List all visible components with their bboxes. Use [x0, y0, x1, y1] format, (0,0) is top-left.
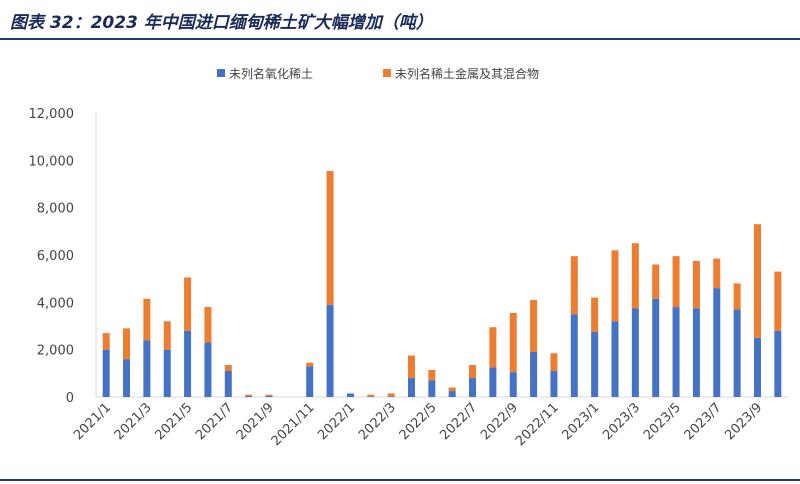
x-tick-label: 2021/3 — [112, 400, 155, 443]
bar-series1 — [428, 380, 436, 397]
y-tick-label: 10,000 — [29, 154, 75, 169]
bar-series2 — [245, 394, 253, 396]
y-axis-ticks: 0 2,000 4,000 6,000 8,000 10,000 12,000 — [29, 107, 75, 406]
bar-series2 — [774, 271, 782, 331]
x-axis-ticks: 2021/12021/32021/52021/72021/92021/11202… — [71, 400, 765, 449]
bar-series2 — [530, 299, 538, 353]
bar-series1 — [265, 395, 273, 397]
x-tick-label: 2021/1 — [71, 400, 114, 443]
bar-series2 — [367, 394, 375, 397]
bar-series1 — [692, 308, 700, 397]
bar-series2 — [570, 256, 578, 315]
bar-series2 — [550, 353, 558, 371]
bar-series1 — [550, 370, 558, 397]
x-tick-label: 2023/1 — [560, 400, 603, 443]
bar-series1 — [407, 378, 415, 397]
bar-series1 — [123, 359, 131, 397]
bar-series2 — [143, 298, 151, 341]
bar-series2 — [204, 307, 212, 343]
bar-series2 — [733, 283, 741, 310]
bar-series1 — [143, 340, 151, 397]
bar-series2 — [306, 362, 314, 367]
bar-series2 — [489, 327, 497, 368]
bar-series2 — [407, 355, 415, 379]
x-tick-label: 2022/5 — [397, 400, 440, 443]
bar-series1 — [733, 309, 741, 397]
bar-series2 — [102, 333, 110, 350]
legend-label-series2: 未列名稀土金属及其混合物 — [395, 66, 539, 81]
bar-series1 — [530, 352, 538, 397]
x-tick-label: 2023/9 — [722, 400, 765, 443]
bar-series1 — [469, 378, 477, 397]
bar-series1 — [224, 370, 232, 397]
bar-series1 — [326, 304, 334, 397]
bar-series2 — [387, 393, 395, 397]
x-tick-label: 2021/5 — [152, 400, 195, 443]
bar-series1 — [753, 337, 761, 397]
bottom-rule — [0, 479, 800, 481]
bar-series1 — [387, 396, 395, 397]
bar-series2 — [224, 365, 232, 371]
bar-series1 — [448, 391, 456, 397]
bar-series2 — [448, 387, 456, 392]
bar-series2 — [509, 312, 517, 373]
bars — [102, 170, 782, 397]
bar-series2 — [652, 264, 660, 299]
bar-series1 — [184, 330, 192, 397]
y-tick-label: 2,000 — [37, 344, 74, 359]
bar-series1 — [591, 331, 599, 397]
x-tick-label: 2021/7 — [193, 400, 236, 443]
bar-series2 — [692, 260, 700, 309]
bar-series1 — [774, 330, 782, 397]
bar-series1 — [672, 307, 680, 397]
y-tick-label: 4,000 — [37, 296, 74, 311]
bar-series2 — [123, 328, 131, 360]
y-tick-label: 12,000 — [29, 107, 75, 122]
x-tick-label: 2021/11 — [269, 400, 318, 449]
bar-series2 — [753, 224, 761, 338]
bar-series1 — [245, 395, 253, 397]
bar-series2 — [428, 369, 436, 381]
bar-series1 — [713, 288, 721, 397]
bar-series2 — [163, 321, 171, 350]
bar-series2 — [611, 250, 619, 322]
x-tick-label: 2022/11 — [513, 400, 562, 449]
bar-series2 — [326, 170, 334, 305]
bar-series2 — [265, 394, 273, 396]
legend-swatch-series2 — [383, 69, 391, 77]
bar-series1 — [631, 308, 639, 397]
bar-series2 — [713, 258, 721, 289]
bar-series1 — [204, 342, 212, 397]
figure-title: 图表 32：2023 年中国进口缅甸稀土矿大幅增加（吨） — [10, 13, 433, 33]
bar-series1 — [346, 393, 354, 397]
bar-series2 — [672, 256, 680, 308]
bar-series1 — [509, 372, 517, 397]
bar-series1 — [611, 321, 619, 397]
bar-series2 — [591, 297, 599, 332]
bar-series1 — [652, 298, 660, 397]
bar-series1 — [163, 349, 171, 397]
legend-swatch-series1 — [217, 69, 225, 77]
bar-series1 — [367, 396, 375, 397]
top-rule — [0, 38, 800, 40]
y-tick-label: 8,000 — [37, 202, 74, 217]
bar-series1 — [102, 349, 110, 397]
bar-series2 — [184, 277, 192, 331]
x-tick-label: 2022/1 — [315, 400, 358, 443]
x-tick-label: 2022/3 — [356, 400, 399, 443]
x-tick-label: 2023/7 — [682, 400, 725, 443]
x-tick-label: 2023/3 — [600, 400, 643, 443]
legend: 未列名氧化稀土 未列名稀土金属及其混合物 — [217, 66, 539, 81]
y-tick-label: 6,000 — [37, 249, 74, 264]
bar-series1 — [570, 314, 578, 397]
bar-series1 — [306, 366, 314, 397]
bar-series2 — [469, 365, 477, 379]
y-tick-label: 0 — [66, 391, 74, 406]
x-tick-label: 2023/5 — [641, 400, 684, 443]
bar-series2 — [631, 243, 639, 309]
legend-label-series1: 未列名氧化稀土 — [229, 66, 313, 81]
bar-series1 — [489, 367, 497, 397]
x-tick-label: 2022/7 — [437, 400, 480, 443]
